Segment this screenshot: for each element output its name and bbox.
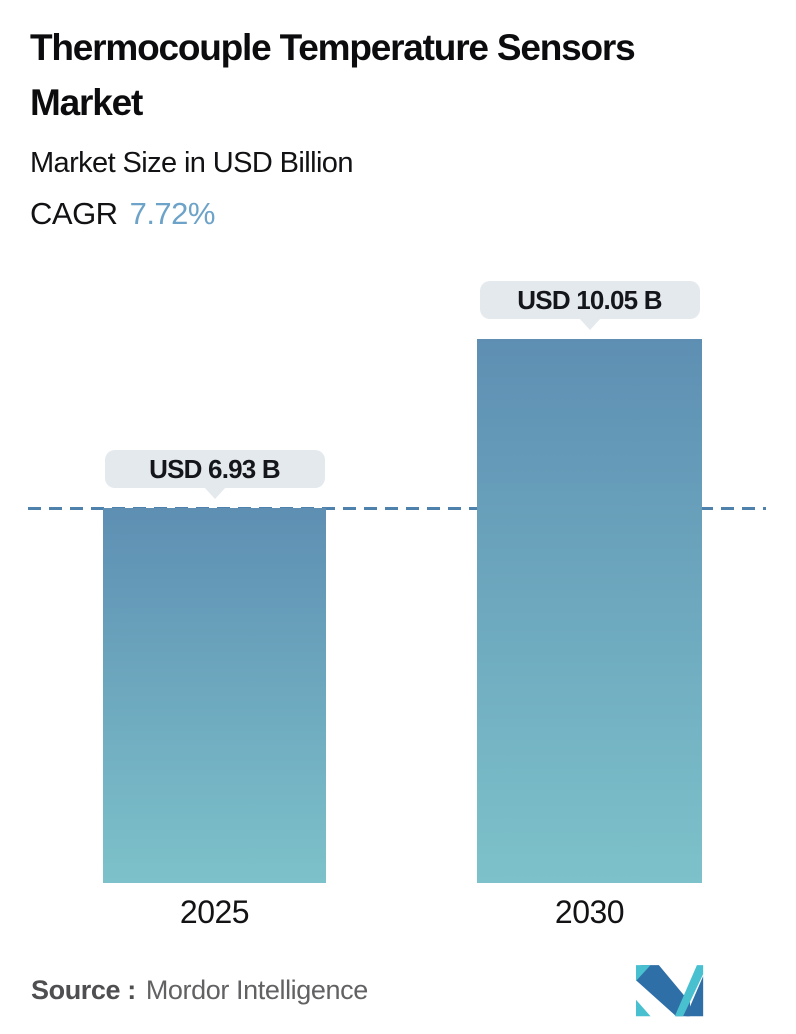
axis-label-2025: 2025: [179, 894, 250, 930]
source-label: Source :: [31, 975, 136, 1005]
baseline-dashed-line: [28, 507, 766, 510]
bar-2025: [103, 508, 326, 883]
axis-label-2030: 2030: [554, 894, 625, 930]
bar-column-2025: USD 6.93 B 2025: [103, 270, 326, 935]
page-title: Thermocouple Temperature Sensors Market: [30, 27, 636, 123]
cagr-value: 7.72%: [129, 196, 216, 231]
chart-subtitle: Market Size in USD Billion: [30, 147, 353, 179]
value-label-2025-text: USD 6.93 B: [149, 454, 281, 484]
value-label-2030-text: USD 10.05 B: [517, 285, 662, 315]
cagr-label: CAGR: [30, 196, 118, 231]
source-line: Source : Mordor Intelligence: [31, 975, 368, 1006]
source-value: Mordor Intelligence: [145, 975, 368, 1005]
value-label-2025: USD 6.93 B: [104, 450, 325, 499]
cagr-row: CAGR 7.72%: [30, 196, 746, 232]
bar-chart: USD 6.93 B 2025 USD 10.05 B 2030: [0, 270, 796, 935]
value-label-pointer: [203, 487, 226, 499]
value-label-2030: USD 10.05 B: [479, 281, 700, 330]
chart-header: Thermocouple Temperature Sensors Market …: [30, 20, 746, 232]
bar-2030: [477, 339, 702, 883]
mordor-intelligence-logo: [636, 965, 704, 1017]
bar-column-2030: USD 10.05 B 2030: [477, 270, 702, 935]
value-label-pointer: [578, 318, 601, 330]
chart-footer: Source : Mordor Intelligence: [0, 960, 796, 1034]
